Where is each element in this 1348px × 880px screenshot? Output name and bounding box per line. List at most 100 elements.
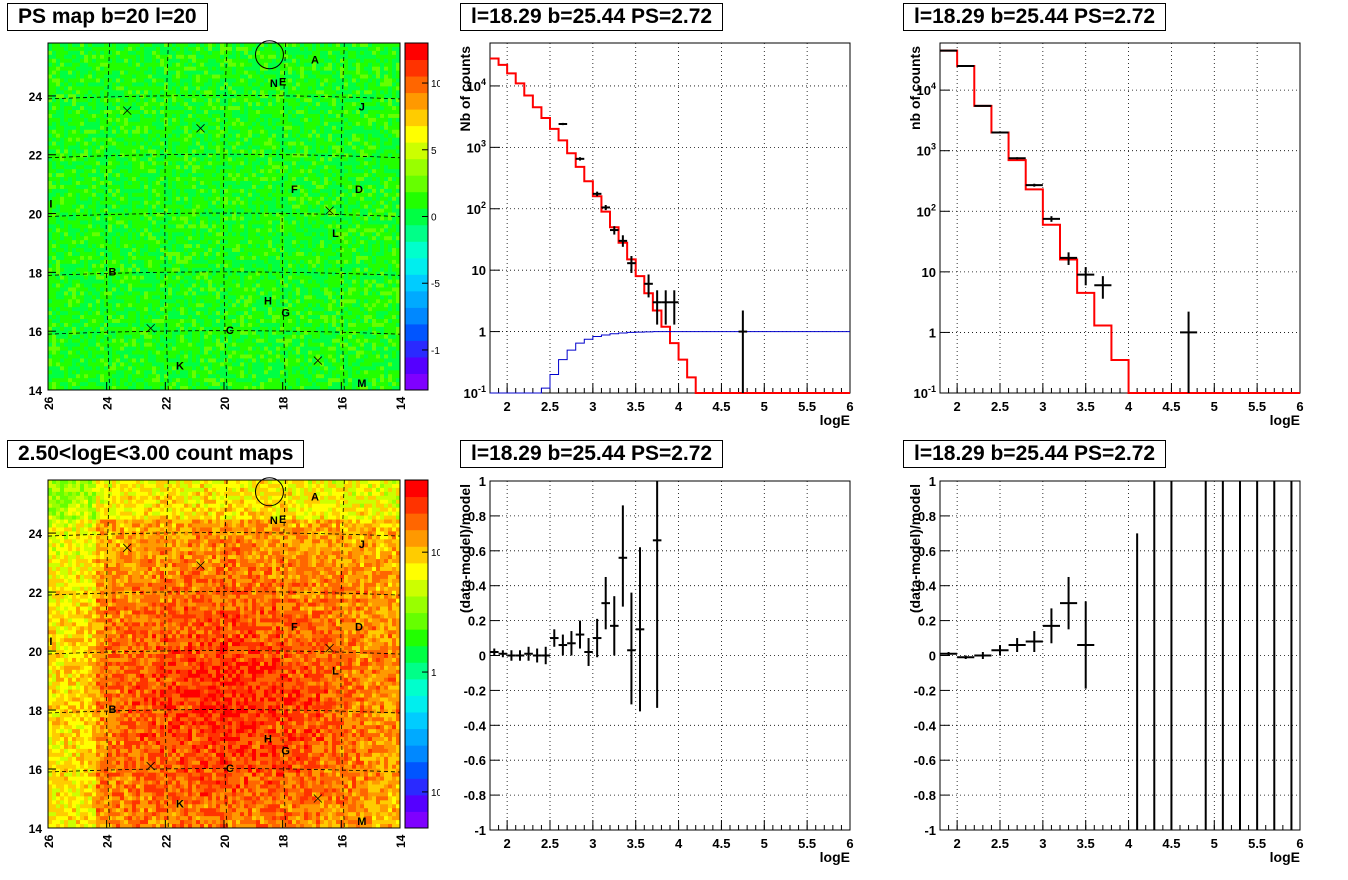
map-cell (200, 319, 205, 324)
map-cell (228, 259, 233, 265)
map-cell (188, 184, 193, 190)
map-cell (212, 275, 217, 281)
map-cell (132, 358, 137, 363)
map-cell (184, 161, 189, 166)
map-cell (84, 224, 89, 229)
map-cell (60, 255, 65, 261)
map-cell (76, 212, 81, 217)
map-cell (120, 322, 125, 328)
map-cell (268, 110, 273, 115)
map-cell (152, 291, 157, 296)
map-cell (140, 386, 145, 391)
map-cell (140, 177, 145, 182)
map-cell (80, 208, 85, 214)
map-cell (192, 267, 197, 273)
map-cell (136, 133, 141, 139)
map-cell (184, 303, 189, 308)
map-cell (244, 204, 249, 210)
map-cell (80, 137, 85, 143)
map-cell (200, 129, 205, 135)
map-cell (260, 125, 265, 131)
map-cell (72, 386, 77, 391)
map-cell (220, 382, 225, 387)
map-cell (96, 106, 101, 111)
map-cell (224, 224, 229, 229)
map-cell (112, 255, 117, 261)
map-cell (176, 196, 181, 202)
map-cell (144, 58, 149, 64)
map-cell (268, 204, 273, 210)
map-cell (56, 208, 61, 214)
map-cell (136, 319, 141, 324)
map-cell (80, 94, 85, 99)
map-cell (232, 370, 237, 375)
map-cell (180, 113, 185, 119)
map-cell (192, 342, 197, 348)
map-cell (124, 137, 129, 143)
map-cell (96, 204, 101, 210)
map-cell (100, 232, 105, 237)
map-cell (104, 133, 109, 139)
map-cell (112, 113, 117, 119)
map-cell (240, 169, 245, 174)
map-cell (144, 141, 149, 147)
map-cell (152, 102, 157, 107)
map-cell (140, 66, 145, 72)
map-cell (240, 366, 245, 371)
map-cell (80, 184, 85, 190)
map-cell (148, 224, 153, 229)
map-cell (68, 366, 73, 371)
map-cell (192, 196, 197, 202)
map-cell (64, 106, 69, 111)
map-cell (132, 240, 137, 245)
map-cell (228, 212, 233, 217)
map-cell (60, 208, 65, 214)
map-cell (212, 267, 217, 273)
map-cell (200, 70, 205, 76)
map-cell (48, 212, 53, 217)
map-cell (144, 188, 149, 194)
map-cell (152, 374, 157, 379)
map-cell (108, 117, 113, 123)
map-cell (224, 86, 229, 91)
map-cell (60, 98, 65, 103)
map-cell (144, 326, 149, 332)
map-cell (260, 275, 265, 281)
map-cell (252, 350, 257, 356)
map-cell (148, 177, 153, 182)
map-cell (220, 362, 225, 367)
map-cell (168, 319, 173, 324)
map-cell (48, 102, 53, 107)
map-cell (236, 157, 241, 162)
map-cell (132, 378, 137, 383)
map-cell (212, 342, 217, 348)
map-cell (192, 169, 197, 174)
map-cell (252, 177, 257, 182)
map-cell (124, 291, 129, 296)
map-cell (252, 157, 257, 162)
map-cell (184, 212, 189, 217)
map-cell (228, 220, 233, 225)
map-cell (56, 299, 61, 304)
map-cell (60, 267, 65, 273)
map-cell (140, 326, 145, 332)
map-cell (212, 291, 217, 296)
map-cell (48, 137, 53, 143)
map-cell (156, 244, 161, 249)
map-cell (216, 153, 221, 158)
map-cell (240, 382, 245, 387)
map-cell (252, 137, 257, 143)
map-cell (212, 326, 217, 332)
map-cell (164, 236, 169, 241)
map-cell (56, 378, 61, 383)
map-cell (120, 181, 125, 186)
map-cell (100, 58, 105, 64)
map-cell (116, 287, 121, 292)
map-cell (184, 54, 189, 60)
map-cell (184, 204, 189, 210)
map-cell (168, 232, 173, 237)
map-cell (216, 267, 221, 273)
map-cell (168, 200, 173, 206)
map-cell (256, 382, 261, 387)
map-cell (160, 382, 165, 387)
